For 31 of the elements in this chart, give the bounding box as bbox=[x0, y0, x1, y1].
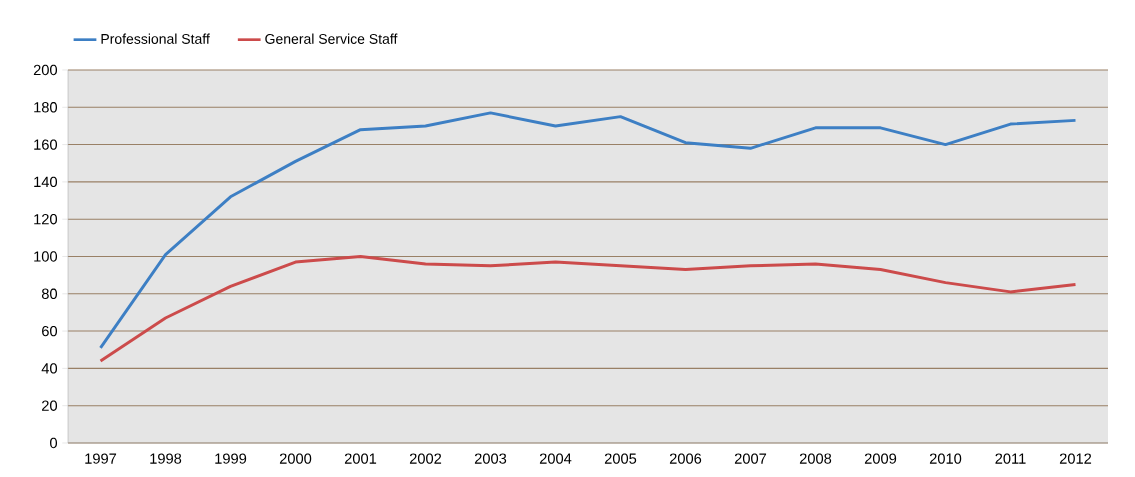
x-tick-label: 2003 bbox=[474, 453, 507, 464]
x-tick-label: 2007 bbox=[734, 453, 767, 464]
y-tick-label: 140 bbox=[34, 176, 58, 188]
y-tick-label: 200 bbox=[33, 64, 58, 76]
line-series bbox=[99, 255, 1077, 363]
line-series bbox=[99, 111, 1077, 350]
x-tick-label: 2002 bbox=[409, 453, 442, 464]
x-tick-label: 2005 bbox=[604, 453, 637, 464]
legend-label: General Service Staff bbox=[265, 33, 398, 44]
y-tick-label: 40 bbox=[41, 363, 58, 374]
x-tick-label: 2000 bbox=[279, 453, 312, 464]
y-tick-label: 0 bbox=[50, 437, 58, 449]
x-tick-label: 1997 bbox=[85, 453, 117, 464]
x-tick-label: 1999 bbox=[215, 453, 247, 464]
y-tick-label: 80 bbox=[41, 288, 58, 299]
x-tick-label: 2001 bbox=[344, 453, 377, 464]
y-tick-label: 60 bbox=[42, 325, 58, 337]
x-tick-label: 2008 bbox=[799, 453, 832, 464]
x-tick-label: 2012 bbox=[1059, 453, 1092, 464]
y-tick-label: 160 bbox=[34, 139, 58, 150]
y-tick-label: 180 bbox=[34, 102, 58, 113]
x-tick-label: 1998 bbox=[150, 453, 182, 464]
x-tick-label: 2009 bbox=[864, 453, 897, 464]
x-tick-label: 2006 bbox=[669, 453, 702, 464]
x-tick-label: 2011 bbox=[995, 453, 1026, 464]
x-tick-label: 2004 bbox=[539, 453, 572, 464]
y-tick-label: 120 bbox=[34, 214, 58, 225]
legend-label: Professional Staff bbox=[101, 33, 210, 44]
y-tick-label: 100 bbox=[34, 251, 58, 262]
y-tick-label: 20 bbox=[42, 400, 58, 411]
x-tick-label: 2010 bbox=[929, 453, 962, 464]
